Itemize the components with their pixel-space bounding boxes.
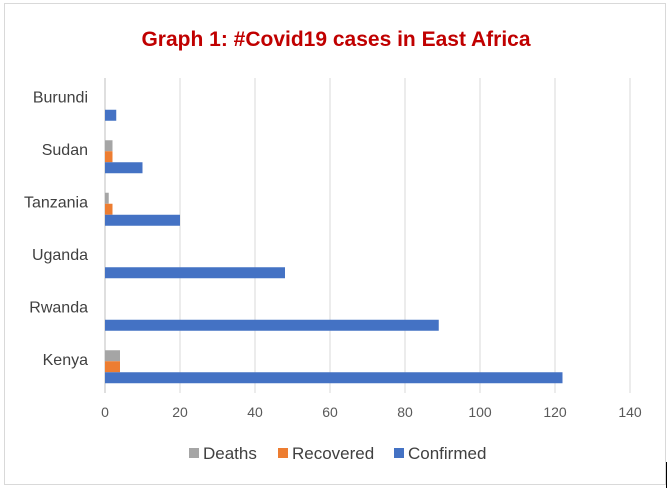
category-label-tanzania: Tanzania — [24, 194, 88, 211]
bar-confirmed-sudan — [105, 162, 143, 174]
category-label-kenya: Kenya — [43, 352, 88, 369]
x-tick-140: 140 — [618, 404, 642, 420]
category-label-burundi: Burundi — [33, 89, 88, 106]
bar-confirmed-rwanda — [105, 319, 439, 331]
bar-confirmed-kenya — [105, 372, 563, 384]
bar-recovered-sudan — [105, 151, 113, 163]
x-tick-60: 60 — [322, 404, 338, 420]
gridlines — [179, 78, 631, 393]
chart-title: Graph 1: #Covid19 cases in East Africa — [141, 28, 530, 51]
legend-swatch-recovered — [278, 448, 288, 458]
legend: Deaths Recovered Confirmed — [189, 444, 486, 463]
bar-recovered-tanzania — [105, 203, 113, 215]
bars — [105, 109, 563, 384]
x-tick-120: 120 — [543, 404, 567, 420]
bar-confirmed-uganda — [105, 267, 285, 279]
legend-label-deaths: Deaths — [203, 444, 257, 463]
bar-deaths-kenya — [105, 350, 120, 362]
x-tick-labels: 0 20 40 60 80 100 120 140 — [101, 404, 642, 420]
legend-label-confirmed: Confirmed — [408, 444, 486, 463]
legend-label-recovered: Recovered — [292, 444, 374, 463]
x-tick-80: 80 — [397, 404, 413, 420]
x-tick-20: 20 — [172, 404, 188, 420]
x-tick-40: 40 — [247, 404, 263, 420]
bar-confirmed-burundi — [105, 109, 117, 121]
bar-deaths-sudan — [105, 140, 113, 152]
chart-frame — [4, 3, 666, 485]
legend-swatch-deaths — [189, 448, 199, 458]
legend-swatch-confirmed — [394, 448, 404, 458]
category-label-uganda: Uganda — [32, 247, 88, 264]
bar-recovered-kenya — [105, 361, 120, 373]
bar-confirmed-tanzania — [105, 214, 180, 226]
bar-deaths-tanzania — [105, 192, 109, 204]
category-label-rwanda: Rwanda — [29, 299, 88, 316]
category-label-sudan: Sudan — [42, 142, 88, 159]
window-edge-line — [666, 462, 667, 488]
x-tick-100: 100 — [468, 404, 492, 420]
x-tick-0: 0 — [101, 404, 109, 420]
category-labels: Kenya Rwanda Uganda Tanzania Sudan Burundi — [24, 89, 88, 369]
